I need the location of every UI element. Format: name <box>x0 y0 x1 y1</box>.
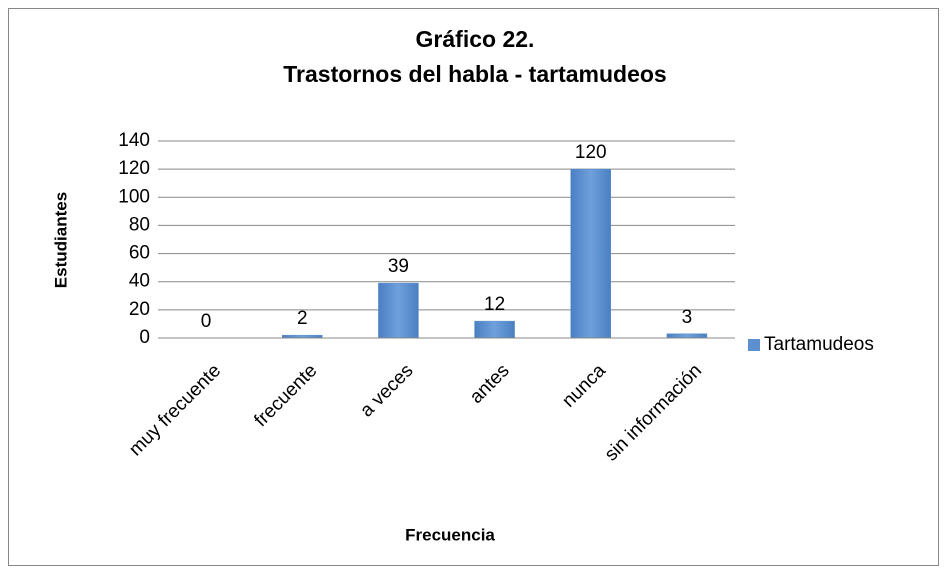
bar <box>474 320 515 339</box>
data-label: 39 <box>388 256 409 277</box>
bar <box>666 333 708 339</box>
y-tick-label: 0 <box>139 327 150 348</box>
x-axis-title: Frecuencia <box>405 525 495 544</box>
chart-title: Gráfico 22. <box>416 26 535 52</box>
y-tick-label: 40 <box>129 271 150 292</box>
y-tick-label: 20 <box>129 299 150 320</box>
y-tick-label: 80 <box>129 214 150 235</box>
y-tick-label: 120 <box>118 158 150 179</box>
data-label: 0 <box>201 311 212 332</box>
bar <box>378 282 419 339</box>
data-label: 3 <box>682 307 693 328</box>
legend-swatch <box>748 339 760 351</box>
legend-label: Tartamudeos <box>764 334 874 355</box>
data-label: 120 <box>575 142 607 163</box>
data-label: 12 <box>484 294 505 315</box>
y-tick-label: 100 <box>118 186 150 207</box>
y-axis-title: Estudiantes <box>51 192 70 288</box>
y-tick-label: 60 <box>129 243 150 264</box>
y-tick-label: 140 <box>118 130 150 151</box>
bar <box>570 168 611 339</box>
chart-border <box>8 8 939 566</box>
data-label: 2 <box>297 308 308 329</box>
chart-subtitle: Trastornos del habla - tartamudeos <box>283 61 666 87</box>
